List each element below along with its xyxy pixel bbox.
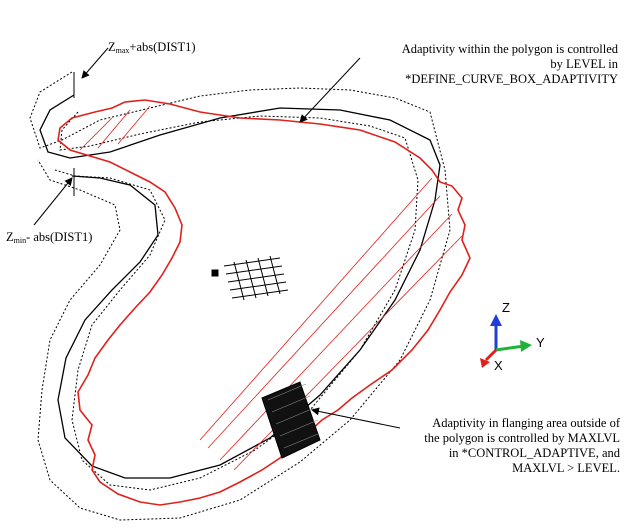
flange-lines: [79, 105, 463, 471]
zmin-label: Zmin- abs(DIST1): [6, 230, 92, 248]
adaptivity-polygon: [39, 94, 441, 479]
flange-annotation-line-2: the polygon is controlled by MAXLVL: [424, 431, 620, 445]
zmax-symbol: Z: [108, 40, 116, 54]
zmax-text: +abs(DIST1): [129, 40, 196, 54]
flange-annotation-line-1: Adaptivity in flanging area outside of: [432, 416, 620, 430]
refined-flange-mesh: [261, 381, 321, 459]
polygon-annotation-line-3: *DEFINE_CURVE_BOX_ADAPTIVITY: [405, 72, 618, 86]
polygon-annotation-line-1: Adaptivity within the polygon is control…: [401, 42, 618, 56]
flange-annotation: Adaptivity in flanging area outside of t…: [424, 416, 620, 476]
zmax-subscript: max: [115, 46, 130, 55]
axis-x-label: X: [494, 358, 503, 373]
zmax-offset-boundary: [29, 71, 451, 521]
zmin-offset-boundary: [54, 111, 419, 491]
axis-z-label: Z: [502, 300, 510, 315]
zmax-label: Zmax+abs(DIST1): [108, 40, 196, 58]
part-outline: [57, 99, 471, 506]
polygon-annotation-line-2: by LEVEL in: [550, 57, 618, 71]
zmin-text: - abs(DIST1): [26, 230, 93, 244]
zmin-subscript: min: [13, 236, 27, 245]
flange-annotation-line-3: in *CONTROL_ADAPTIVE, and: [448, 446, 620, 460]
central-mesh: [211, 255, 289, 301]
flange-annotation-line-4: MAXLVL > LEVEL.: [512, 461, 620, 475]
zmin-symbol: Z: [6, 230, 14, 244]
coordinate-triad: [480, 314, 532, 368]
polygon-annotation: Adaptivity within the polygon is control…: [402, 42, 618, 87]
axis-y-label: Y: [536, 335, 545, 350]
leader-lines: [33, 47, 401, 429]
